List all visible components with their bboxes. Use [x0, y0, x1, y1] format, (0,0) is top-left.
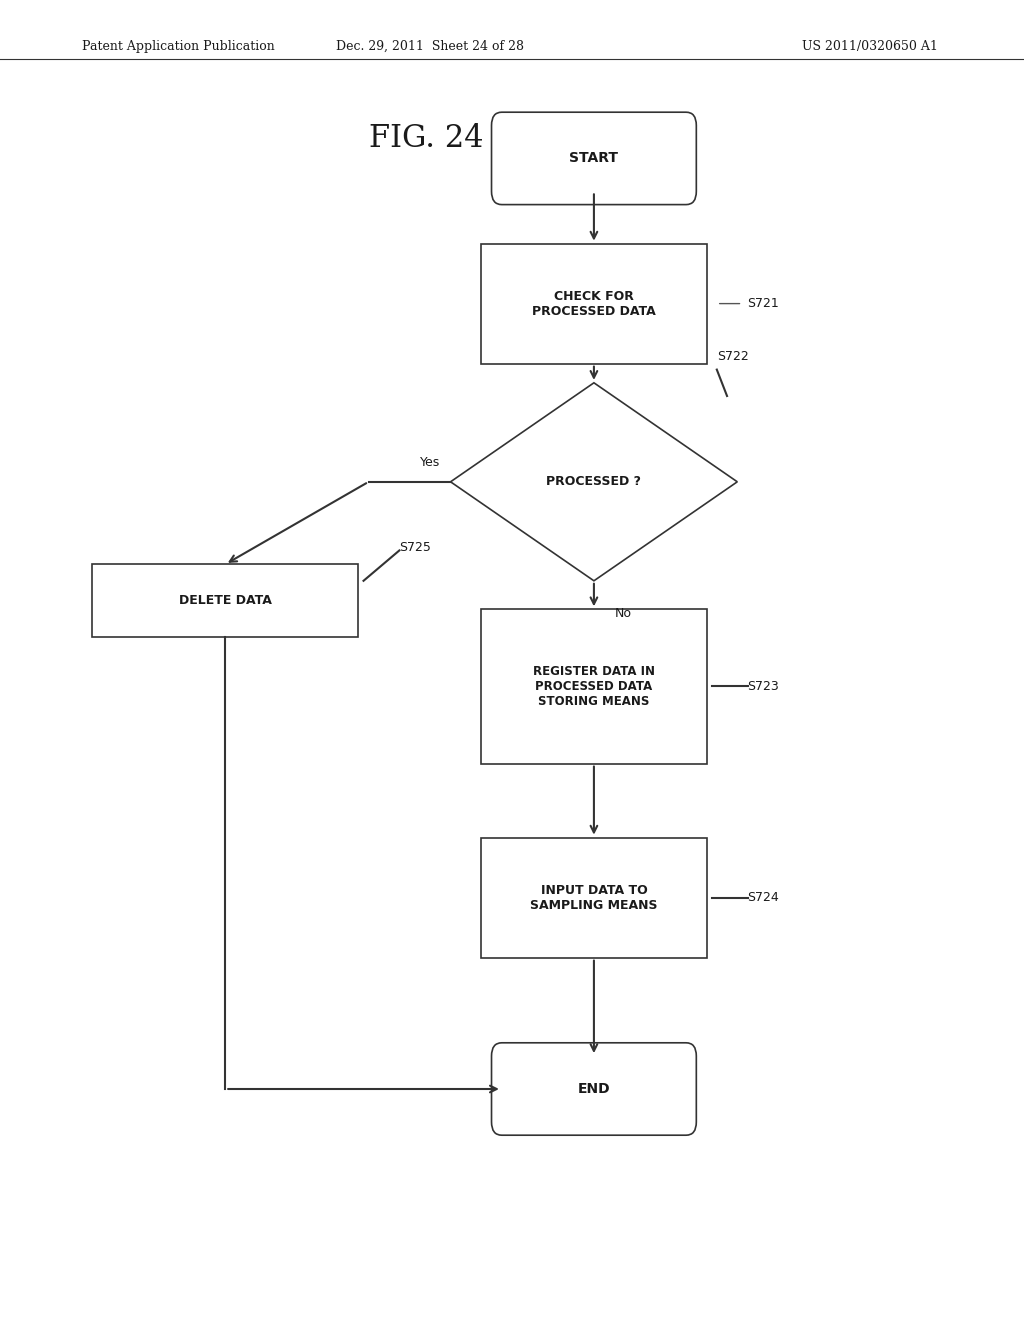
FancyBboxPatch shape [481, 837, 707, 958]
Text: S724: S724 [748, 891, 779, 904]
Text: US 2011/0320650 A1: US 2011/0320650 A1 [803, 40, 938, 53]
Text: S723: S723 [748, 680, 779, 693]
FancyBboxPatch shape [481, 243, 707, 363]
FancyBboxPatch shape [481, 610, 707, 763]
Text: START: START [569, 152, 618, 165]
Polygon shape [451, 383, 737, 581]
Text: S725: S725 [399, 541, 431, 554]
Text: S721: S721 [748, 297, 779, 310]
Text: S722: S722 [717, 350, 749, 363]
Text: PROCESSED ?: PROCESSED ? [547, 475, 641, 488]
Text: FIG. 24: FIG. 24 [369, 123, 483, 154]
Text: END: END [578, 1082, 610, 1096]
Text: CHECK FOR
PROCESSED DATA: CHECK FOR PROCESSED DATA [532, 289, 655, 318]
FancyBboxPatch shape [492, 112, 696, 205]
FancyBboxPatch shape [92, 564, 358, 636]
Text: No: No [614, 607, 632, 620]
Text: REGISTER DATA IN
PROCESSED DATA
STORING MEANS: REGISTER DATA IN PROCESSED DATA STORING … [532, 665, 655, 708]
Text: DELETE DATA: DELETE DATA [179, 594, 271, 607]
Text: Yes: Yes [420, 455, 440, 469]
Text: INPUT DATA TO
SAMPLING MEANS: INPUT DATA TO SAMPLING MEANS [530, 883, 657, 912]
Text: Dec. 29, 2011  Sheet 24 of 28: Dec. 29, 2011 Sheet 24 of 28 [336, 40, 524, 53]
Text: Patent Application Publication: Patent Application Publication [82, 40, 274, 53]
FancyBboxPatch shape [492, 1043, 696, 1135]
